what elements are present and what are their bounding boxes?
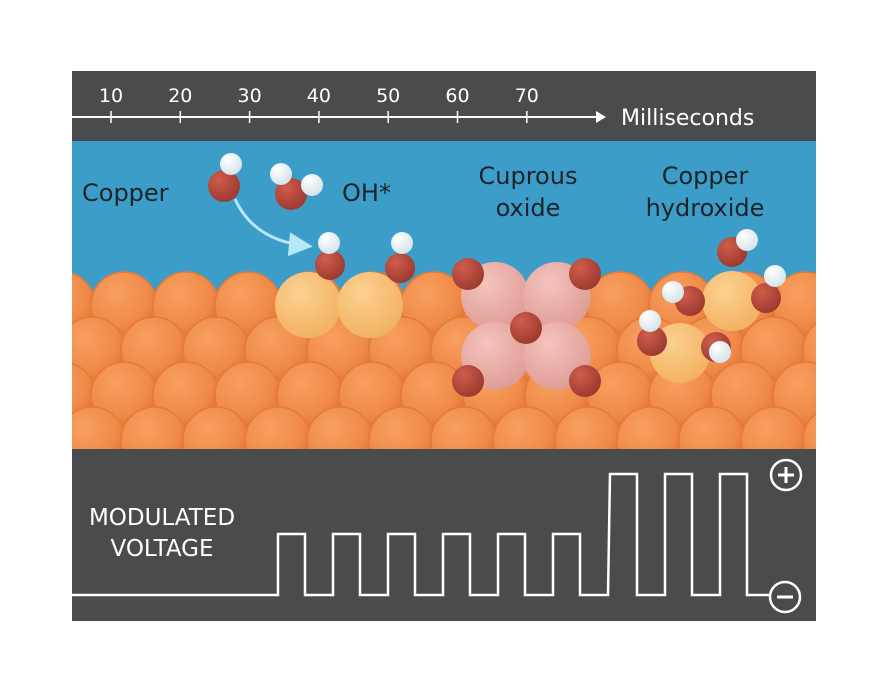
oxygen-atom (452, 258, 484, 290)
voltage-label-line1: MODULATED (89, 505, 235, 531)
oxygen-atom (569, 258, 601, 290)
water-molecule (270, 163, 323, 210)
cuprous-oxide-label-line1: Cuprous (479, 162, 578, 190)
timeline-tick-label: 20 (168, 85, 192, 107)
hydrogen-atom (318, 232, 340, 254)
copper-hydroxide-label-line1: Copper (662, 162, 749, 190)
oxygen-atom (275, 178, 307, 210)
hydrogen-atom (709, 341, 731, 363)
cuprous-oxide-label-line2: oxide (496, 194, 561, 222)
hydrogen-atom (662, 281, 684, 303)
oxidized-copper-atom (337, 272, 403, 338)
oh-adsorption-site (275, 272, 403, 338)
voltage-label-line2: VOLTAGE (110, 536, 213, 562)
voltage-panel: MODULATED VOLTAGE (72, 449, 816, 621)
timeline-unit-label: Milliseconds (621, 106, 754, 131)
oxygen-atom (569, 365, 601, 397)
hydrogen-atom (301, 174, 323, 196)
oxygen-atom (315, 250, 345, 280)
timeline-bar: 10 20 30 40 50 60 70 Milliseconds (72, 71, 816, 141)
cuprous-oxide-cluster (452, 258, 601, 397)
adsorbed-hydroxyl (315, 232, 345, 280)
oxygen-atom (385, 253, 415, 283)
timeline-tick-label: 10 (99, 85, 123, 107)
hydrogen-atom (220, 153, 242, 175)
voltage-waveform (72, 472, 770, 597)
copper-hydroxide-cluster (637, 229, 786, 383)
minus-icon (768, 580, 802, 614)
timeline-tick-label: 70 (515, 85, 539, 107)
oxygen-atom (452, 365, 484, 397)
diagram-canvas: 10 20 30 40 50 60 70 Milliseconds (72, 71, 816, 621)
oxygen-atom (208, 170, 240, 202)
plus-icon (769, 458, 803, 492)
timeline-tick-label: 30 (238, 85, 262, 107)
oxygen-atom (510, 312, 542, 344)
timeline-tick-label: 50 (376, 85, 400, 107)
hydrogen-atom (736, 229, 758, 251)
hydrogen-atom (270, 163, 292, 185)
timeline-arrow-head (596, 111, 606, 123)
oxygen-atom (751, 283, 781, 313)
oh-label: OH* (342, 179, 391, 207)
oxygen-atom (637, 326, 667, 356)
adsorbed-hydroxyl (385, 232, 415, 283)
adsorption-arrow (233, 198, 313, 257)
diagram-frame: 10 20 30 40 50 60 70 Milliseconds (72, 71, 816, 621)
hydrogen-atom (391, 232, 413, 254)
hydroxide-copper-atom (702, 271, 762, 331)
hydrogen-atom (764, 265, 786, 287)
copper-label: Copper (82, 179, 169, 207)
oxidized-copper-atom (275, 272, 341, 338)
water-molecule (208, 153, 242, 202)
timeline-tick-label: 60 (445, 85, 469, 107)
hydrogen-atom (639, 310, 661, 332)
timeline-tick-label: 40 (307, 85, 331, 107)
copper-hydroxide-label-line2: hydroxide (646, 194, 765, 222)
